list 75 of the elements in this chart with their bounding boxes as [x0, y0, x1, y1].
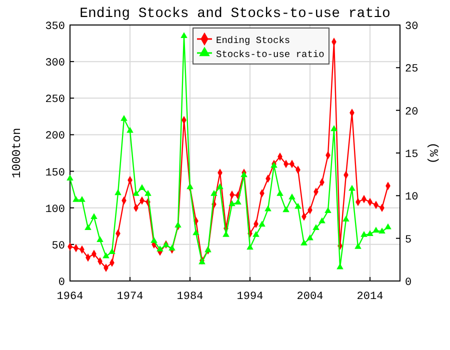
- point: [102, 252, 110, 258]
- point: [234, 198, 242, 204]
- point: [318, 217, 326, 224]
- x-tick-label: 1984: [176, 291, 204, 303]
- y-tick-label: 300: [45, 58, 65, 70]
- y-axis-title: 1000ton: [10, 128, 24, 178]
- point: [336, 263, 344, 270]
- point: [78, 196, 86, 202]
- x-tick-label: 1974: [116, 291, 144, 303]
- point: [180, 32, 188, 38]
- point: [138, 184, 146, 190]
- point: [132, 190, 140, 196]
- y-tick-label: 250: [45, 94, 65, 106]
- y-tick-label: 50: [52, 240, 65, 252]
- point: [366, 230, 374, 236]
- point: [186, 183, 194, 190]
- point: [192, 229, 200, 236]
- point: [66, 174, 74, 181]
- y2-axis-title: (%): [426, 142, 440, 164]
- y2-tick-label: 25: [405, 64, 418, 76]
- point: [300, 240, 308, 246]
- point: [252, 230, 260, 237]
- point: [120, 114, 128, 121]
- point: [168, 244, 176, 251]
- point: [228, 200, 236, 206]
- point: [114, 189, 122, 196]
- y-tick-label: 100: [45, 204, 65, 216]
- point: [348, 184, 356, 191]
- point: [126, 126, 134, 133]
- point: [150, 236, 158, 243]
- y2-tick-label: 5: [405, 234, 412, 246]
- point: [258, 220, 266, 227]
- point: [294, 202, 302, 209]
- point: [216, 183, 224, 190]
- point: [378, 228, 386, 234]
- y2-tick-label: 30: [405, 21, 418, 33]
- point: [276, 190, 284, 196]
- point: [240, 171, 248, 178]
- y2-tick-label: 15: [405, 149, 418, 161]
- point: [330, 125, 338, 132]
- point: [282, 206, 290, 212]
- point: [264, 205, 272, 212]
- chart-title: Ending Stocks and Stocks-to-use ratio: [80, 6, 390, 22]
- point: [354, 242, 362, 249]
- point: [384, 223, 392, 230]
- y-tick-label: 0: [58, 277, 65, 289]
- y2-tick-label: 10: [405, 192, 418, 204]
- point: [144, 190, 152, 196]
- legend-label: Stocks-to-use ratio: [216, 49, 325, 60]
- x-tick-label: 2004: [296, 291, 324, 303]
- point: [72, 196, 80, 202]
- legend-label: Ending Stocks: [216, 35, 290, 46]
- point: [312, 224, 320, 230]
- y2-tick-label: 20: [405, 106, 418, 118]
- point: [210, 190, 218, 196]
- x-tick-label: 2014: [356, 291, 384, 303]
- point: [342, 216, 350, 222]
- point: [96, 236, 104, 242]
- point: [324, 207, 332, 213]
- point: [108, 248, 116, 254]
- point: [84, 224, 92, 230]
- point: [306, 234, 314, 240]
- point: [372, 226, 380, 233]
- point: [174, 222, 182, 228]
- y2-tick-label: 0: [405, 277, 412, 289]
- point: [156, 246, 164, 252]
- point: [288, 193, 296, 200]
- point: [90, 213, 98, 219]
- point: [360, 230, 368, 237]
- y-tick-label: 350: [45, 21, 65, 33]
- y-tick-label: 150: [45, 167, 65, 180]
- x-tick-label: 1994: [236, 291, 264, 303]
- x-tick-label: 1964: [56, 291, 84, 303]
- point: [246, 244, 254, 250]
- y-tick-label: 200: [45, 130, 65, 143]
